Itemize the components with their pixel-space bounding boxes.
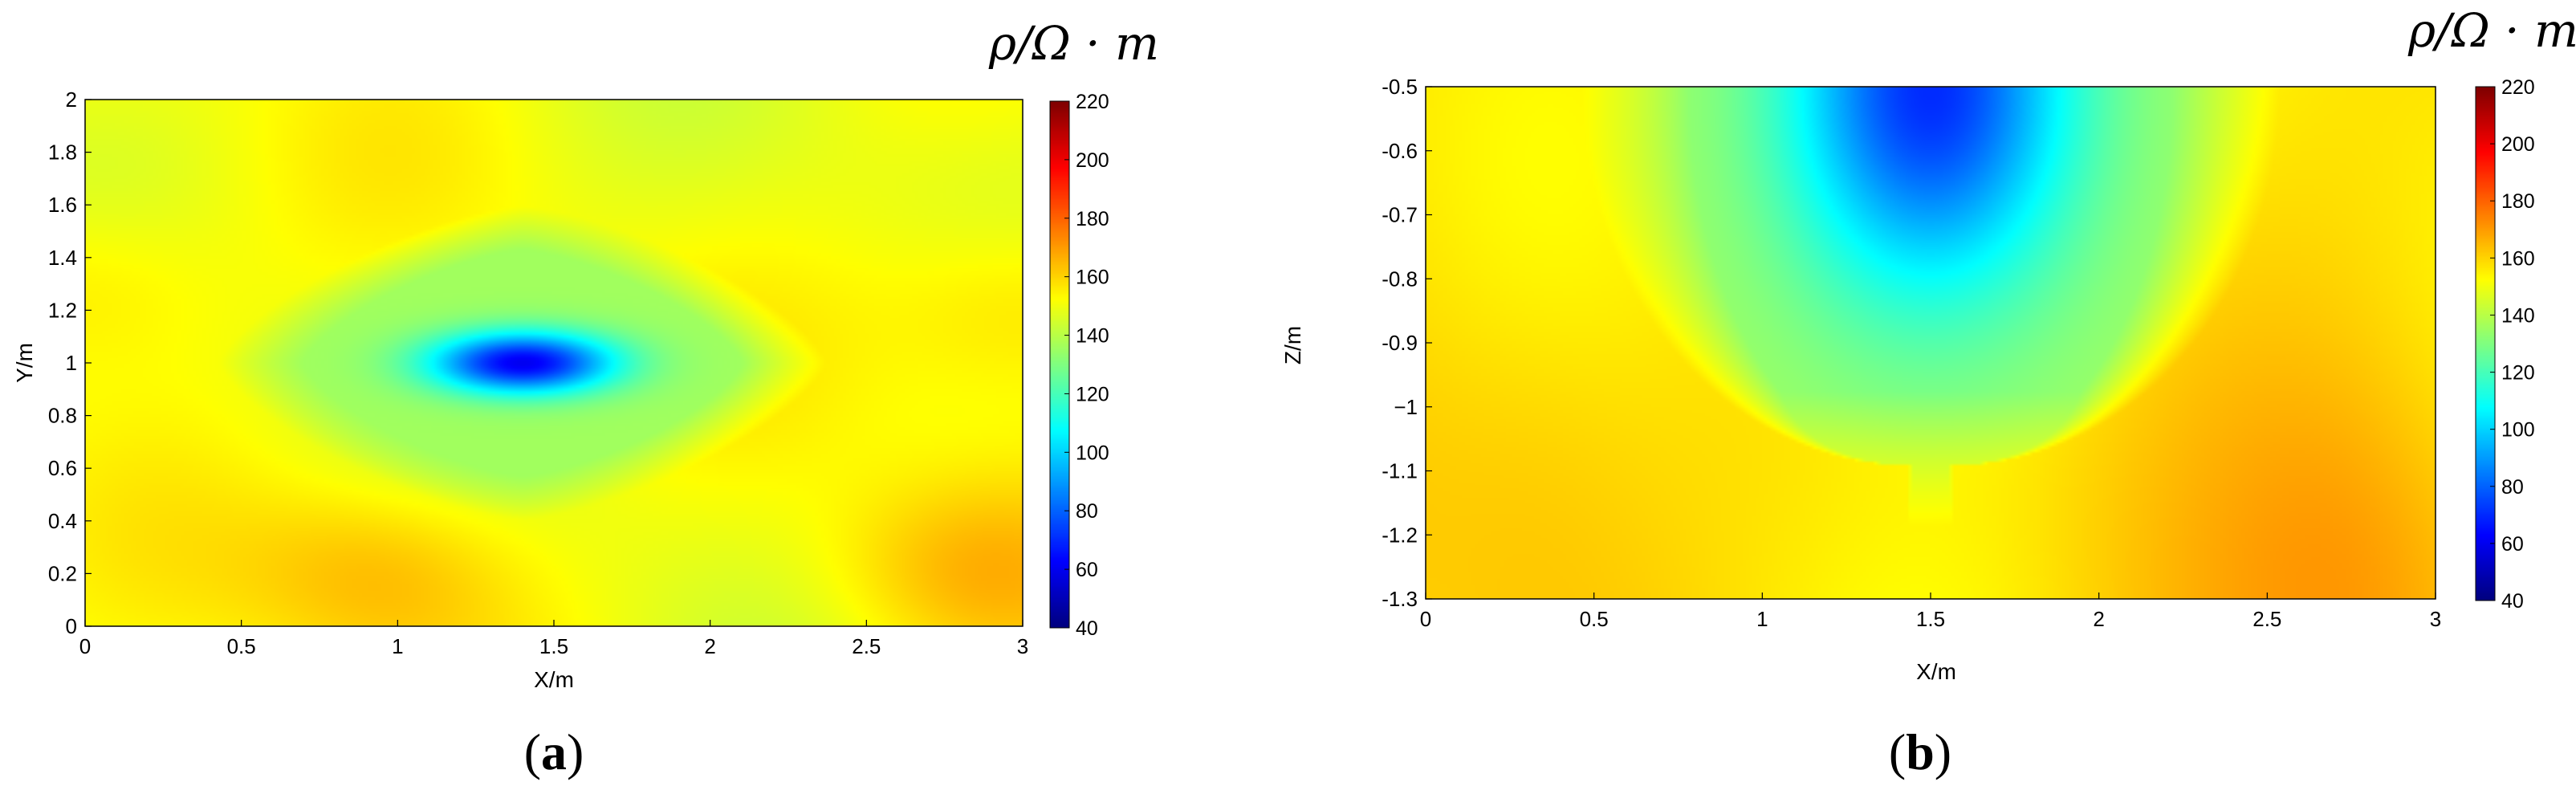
colorbar-tick-label-b: 100 xyxy=(2501,419,2535,442)
y-tick-label-b: -0.5 xyxy=(1382,75,1418,99)
y-tick-label-a: 2 xyxy=(66,88,77,112)
colorbar-tick-label-b: 180 xyxy=(2501,190,2535,213)
colorbar-tick-label-b: 80 xyxy=(2501,476,2524,499)
caption-b: (b) xyxy=(1889,723,1951,780)
y-tick-label-a: 1.2 xyxy=(48,298,77,322)
y-tick-label-b: -1.3 xyxy=(1382,587,1418,611)
y-tick-label-b: −1 xyxy=(1394,395,1418,419)
heatmap-b xyxy=(1426,87,2436,599)
y-tick-label-a: 0 xyxy=(66,614,77,638)
y-tick-label-a: 1.8 xyxy=(48,140,77,165)
y-tick-label-a: 1.4 xyxy=(48,246,77,270)
y-tick-label-a: 0.2 xyxy=(48,561,77,585)
colorbar-tick-label-a: 60 xyxy=(1076,559,1098,581)
x-tick-label-b: 1.5 xyxy=(1916,607,1945,631)
axes-a: 0 0.5 1 1.5 2 2.5 3 0 0.2 0.4 0.6 0.8 1 1.2 1.4 1.6 1.8 2 xyxy=(48,88,1028,658)
colorbar-tick-label-a: 180 xyxy=(1076,208,1109,230)
x-tick-label-b: 3 xyxy=(2430,607,2441,631)
y-tick-label-b: -0.8 xyxy=(1382,267,1418,291)
colorbar-title-b: ρ/Ω · m xyxy=(2407,3,2576,58)
y-tick-label-a: 0.4 xyxy=(48,509,77,533)
colorbar-tick-label-a: 200 xyxy=(1076,149,1109,172)
x-tick-label-b: 1 xyxy=(1756,607,1768,631)
y-axis-label-b: Z/m xyxy=(1280,326,1305,364)
y-tick-label-a: 1.6 xyxy=(48,193,77,217)
colorbar-tick-label-b: 160 xyxy=(2501,247,2535,270)
colorbar-tick-label-a: 40 xyxy=(1076,617,1098,640)
caption-a: (a) xyxy=(524,723,584,780)
colorbar-tick-label-a: 100 xyxy=(1076,442,1109,464)
x-tick-label-a: 2.5 xyxy=(852,634,881,658)
x-tick-label-a: 1 xyxy=(392,634,403,658)
colorbar-ticks-a: 220 200 180 160 140 120 100 80 60 40 xyxy=(1064,91,1109,640)
x-tick-label-b: 0 xyxy=(1420,607,1431,631)
colorbar-tick-label-a: 140 xyxy=(1076,325,1109,348)
colorbar-tick-label-b: 200 xyxy=(2501,133,2535,156)
y-tick-label-b: -0.9 xyxy=(1382,331,1418,355)
colorbar-tick-label-b: 40 xyxy=(2501,590,2524,613)
x-tick-label-a: 2 xyxy=(704,634,715,658)
colorbar-tick-label-b: 60 xyxy=(2501,533,2524,556)
colorbar-tick-label-a: 220 xyxy=(1076,91,1109,113)
y-axis-label-a: Y/m xyxy=(12,343,37,383)
y-tick-label-b: -1.2 xyxy=(1382,523,1418,547)
x-tick-label-a: 1.5 xyxy=(539,634,568,658)
y-tick-label-a: 0.6 xyxy=(48,456,77,480)
x-tick-label-a: 0.5 xyxy=(227,634,256,658)
colorbar-frame-a xyxy=(1049,100,1070,629)
colorbar-tick-label-a: 80 xyxy=(1076,500,1098,523)
heatmap-a xyxy=(85,100,1023,626)
y-tick-label-b: -0.6 xyxy=(1382,139,1418,163)
x-axis-label-b: X/m xyxy=(1916,659,1956,684)
axes-b: 0 0.5 1 1.5 2 2.5 3 -1.3 -1.2 -1.1 −1 -0.9 -0.8 -0.7 -… xyxy=(1382,75,2441,631)
x-tick-label-a: 0 xyxy=(79,634,91,658)
y-tick-label-b: -1.1 xyxy=(1382,459,1418,483)
x-tick-label-a: 3 xyxy=(1017,634,1028,658)
y-tick-label-a: 1 xyxy=(66,351,77,375)
x-tick-label-b: 2.5 xyxy=(2252,607,2281,631)
y-tick-label-a: 0.8 xyxy=(48,404,77,428)
x-tick-label-b: 0.5 xyxy=(1580,607,1609,631)
colorbar-b xyxy=(2476,87,2495,601)
x-axis-label-a: X/m xyxy=(534,667,574,692)
colorbar-tick-label-a: 160 xyxy=(1076,267,1109,289)
panel-a: 0 0.5 1 1.5 2 2.5 3 0 0.2 0.4 0.6 0.8 1 1.2 1.4 1.6 1.8 2… xyxy=(12,16,1159,780)
colorbar-ticks-b: 220 200 180 160 140 120 100 80 60 40 xyxy=(2490,76,2535,613)
x-tick-label-b: 2 xyxy=(2093,607,2104,631)
colorbar-tick-label-b: 140 xyxy=(2501,304,2535,327)
panel-b: 0 0.5 1 1.5 2 2.5 3 -1.3 -1.2 -1.1 −1 -0.9 -0.8 -0.7 -… xyxy=(1280,3,2576,780)
colorbar-title-a: ρ/Ω · m xyxy=(988,16,1159,71)
colorbar-frame-b xyxy=(2475,86,2496,601)
y-tick-label-b: -0.7 xyxy=(1382,203,1418,227)
colorbar-tick-label-a: 120 xyxy=(1076,383,1109,405)
colorbar-tick-label-b: 220 xyxy=(2501,76,2535,99)
colorbar-a xyxy=(1050,101,1069,628)
colorbar-tick-label-b: 120 xyxy=(2501,362,2535,385)
